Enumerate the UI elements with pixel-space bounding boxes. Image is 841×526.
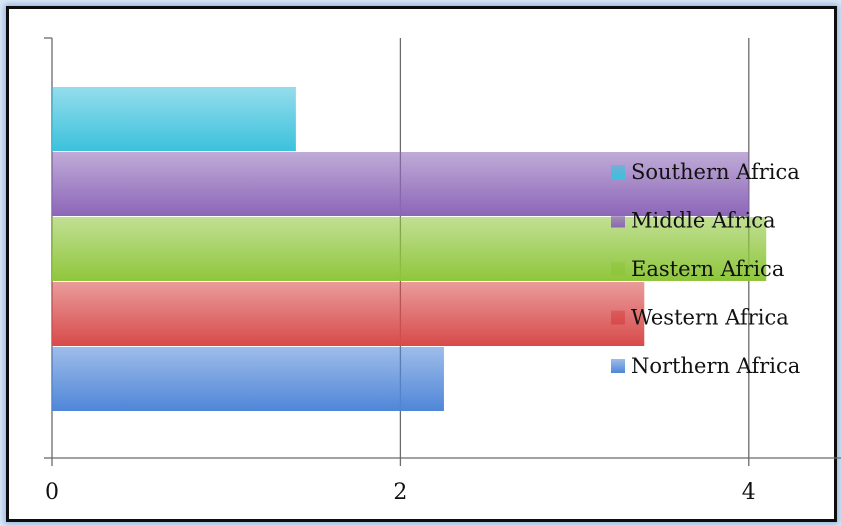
legend-label-western-africa: Western Africa	[631, 306, 789, 330]
legend-swatch-middle-africa	[611, 213, 625, 228]
bar-northern-africa	[52, 347, 444, 411]
x-tick-label-2: 2	[393, 480, 407, 505]
legend-swatch-northern-africa	[611, 359, 625, 373]
legend-label-middle-africa: Middle Africa	[631, 209, 776, 233]
x-tick-label-0: 0	[45, 480, 59, 505]
bar-western-africa	[52, 282, 645, 346]
bar-southern-africa	[52, 87, 296, 151]
bar-eastern-africa	[52, 217, 767, 281]
legend-label-southern-africa: Southern Africa	[631, 160, 800, 184]
legend-label-northern-africa: Northern Africa	[631, 354, 800, 378]
legend-swatch-western-africa	[611, 310, 625, 325]
legend-swatch-southern-africa	[611, 165, 625, 179]
legend-label-eastern-africa: Eastern Africa	[631, 257, 784, 281]
bar-middle-africa	[52, 152, 749, 216]
x-tick-label-4: 4	[742, 480, 756, 505]
legend-swatch-eastern-africa	[611, 262, 625, 276]
